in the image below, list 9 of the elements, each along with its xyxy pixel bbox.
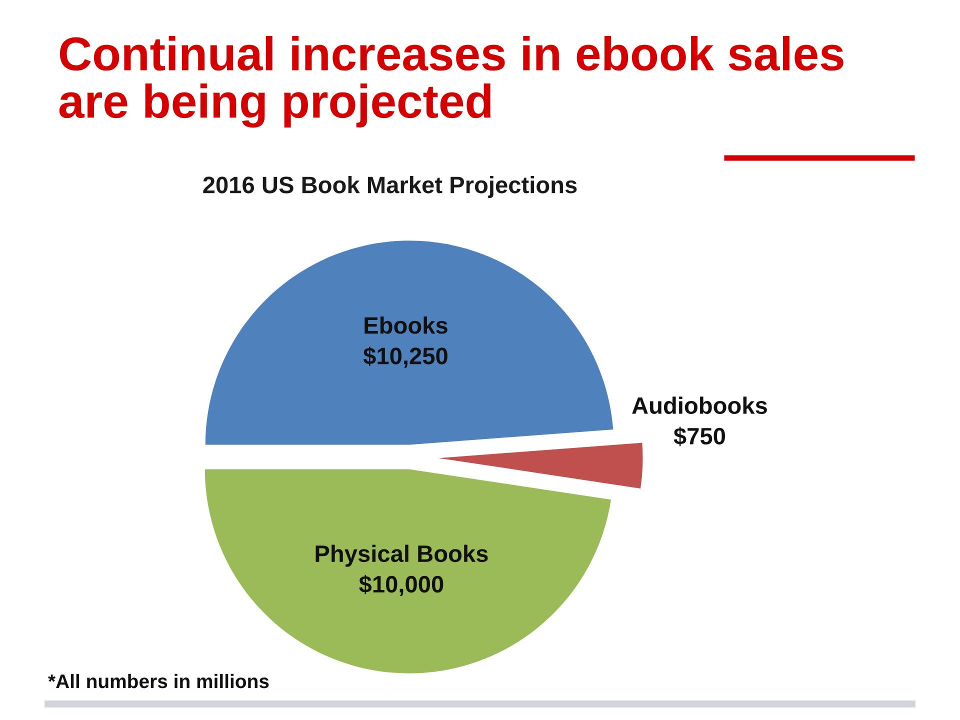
text: *All numbers in millions <box>48 674 269 688</box>
slice-label: Audiobooks <box>632 396 767 414</box>
chart-subtitle: 2016 US Book Market Projections <box>203 176 577 198</box>
slice-label: Ebooks <box>364 316 448 334</box>
slice-label: Physical Books <box>316 544 488 567</box>
data-label: $10,000 <box>359 574 444 596</box>
data-label: $10,250 <box>363 346 448 368</box>
chart-title: Continual increases in ebook sales are being projected <box>59 36 844 128</box>
data-label: $750 <box>674 426 726 446</box>
